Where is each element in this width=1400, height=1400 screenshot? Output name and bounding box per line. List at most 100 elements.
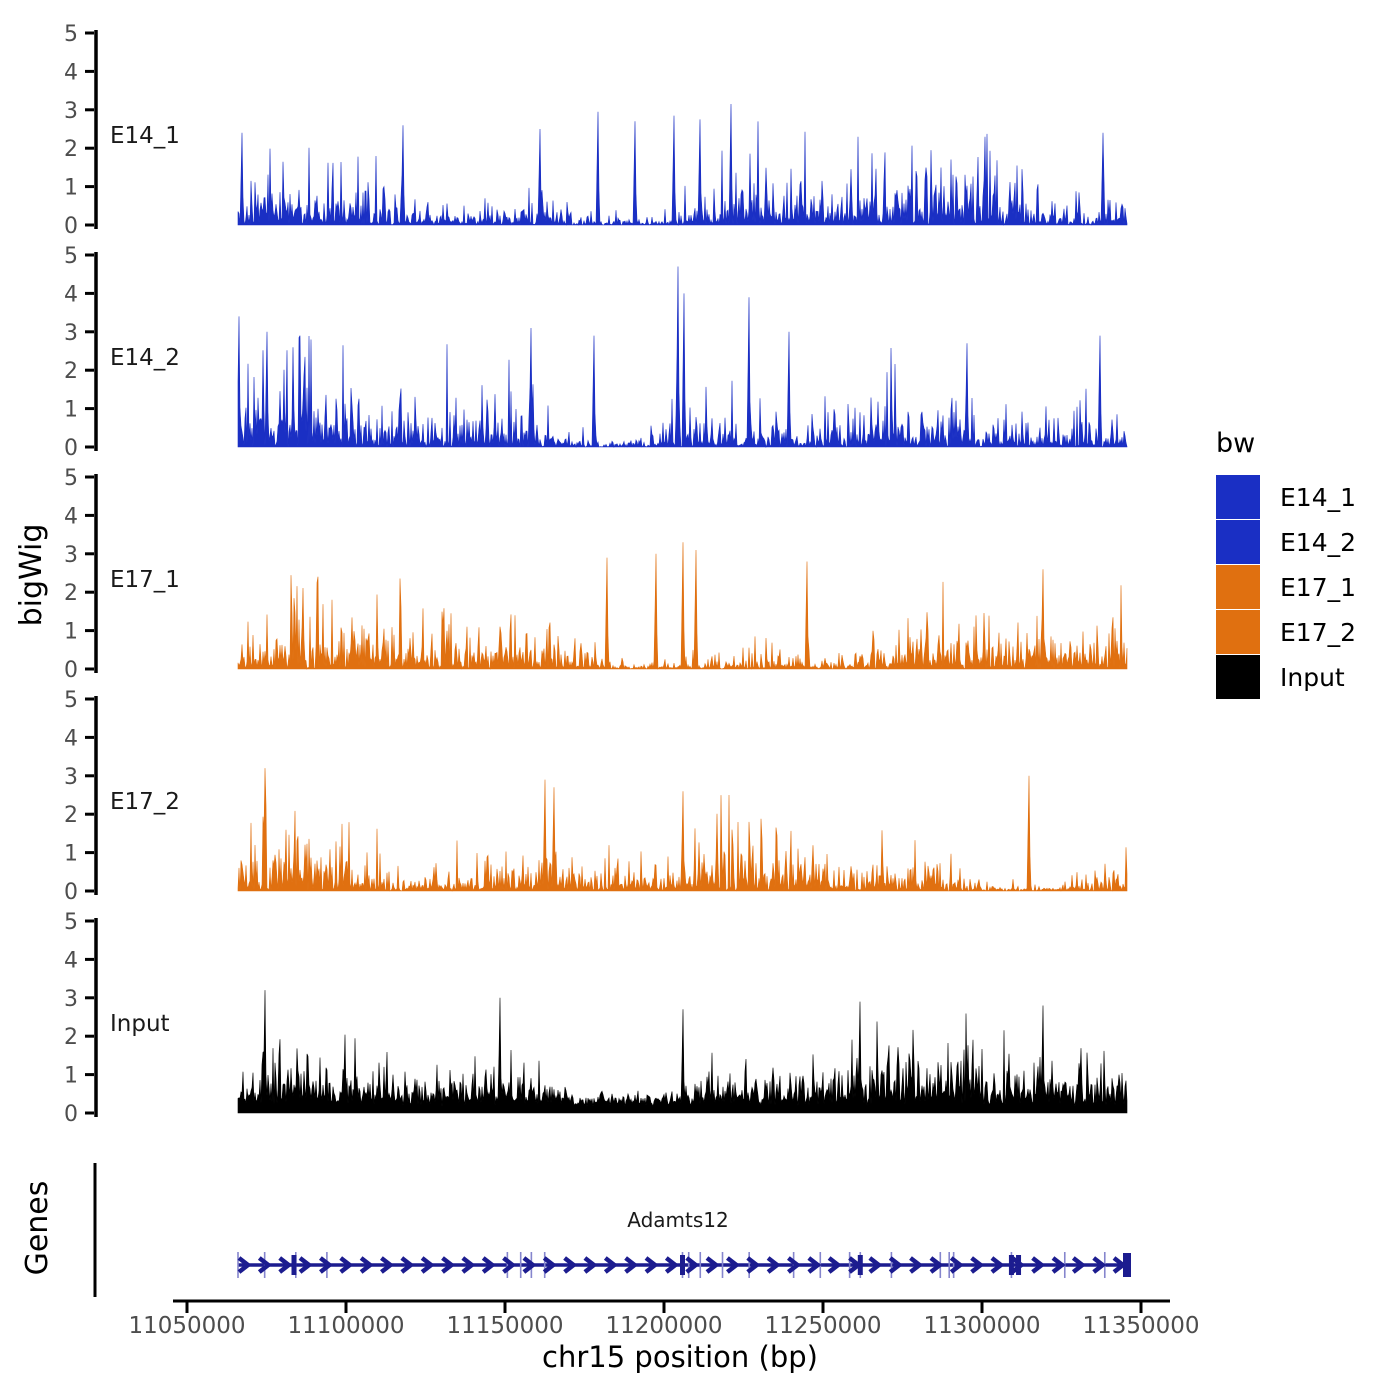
strand-arrow-icon [522, 1256, 537, 1274]
y-tick-label: 4 [64, 282, 78, 307]
legend-item-label: E17_1 [1280, 572, 1357, 602]
strand-arrow-icon [481, 1256, 496, 1274]
x-tick-label: 11300000 [923, 1313, 1040, 1339]
coverage-signal [237, 103, 1128, 226]
x-tick-label: 11050000 [128, 1313, 245, 1339]
x-tick-label: 11350000 [1082, 1313, 1199, 1339]
x-tick-label: 11200000 [605, 1313, 722, 1339]
legend-swatch-icon [1216, 475, 1260, 519]
strand-arrow-icon [970, 1256, 985, 1274]
strand-arrow-icon [868, 1256, 883, 1274]
track-label: Input [110, 1011, 170, 1037]
x-tick-label: 11100000 [287, 1313, 404, 1339]
y-tick-label: 3 [64, 99, 78, 124]
strand-arrow-icon [461, 1256, 476, 1274]
y-tick-label: 5 [64, 466, 78, 491]
coverage-signal [237, 768, 1128, 892]
strand-arrow-icon [380, 1256, 395, 1274]
strand-arrow-icon [1092, 1256, 1107, 1274]
legend: bw E14_1 E14_2 E17_1 E17_2 Input [1216, 428, 1356, 700]
track-label: E17_2 [110, 789, 180, 815]
strand-arrow-icon [949, 1256, 964, 1274]
legend-item: E14_2 [1216, 520, 1356, 564]
strand-arrow-icon [827, 1256, 842, 1274]
x-tick-label: 11250000 [764, 1313, 881, 1339]
legend-item-label: E14_2 [1280, 527, 1357, 557]
y-tick-label: 0 [64, 880, 78, 905]
strand-arrow-icon [319, 1256, 334, 1274]
legend-swatch-icon [1216, 565, 1260, 609]
strand-arrow-icon [1031, 1256, 1046, 1274]
strand-arrow-icon [766, 1256, 781, 1274]
coverage-signal [237, 990, 1128, 1114]
strand-arrow-icon [664, 1256, 679, 1274]
track-label: E17_1 [110, 567, 180, 593]
y-tick-label: 4 [64, 948, 78, 973]
strand-arrow-icon [441, 1256, 456, 1274]
legend-swatch-icon [1216, 610, 1260, 654]
track-label: E14_2 [110, 345, 180, 371]
legend-item: E14_1 [1216, 475, 1356, 519]
strand-arrow-icon [624, 1256, 639, 1274]
legend-item: E17_2 [1216, 610, 1356, 654]
strand-arrow-icon [257, 1256, 272, 1274]
track-Input: 0 1 2 3 4 5 Input [64, 910, 1128, 1127]
y-tick-label: 1 [64, 176, 78, 201]
y-tick-label: 2 [64, 581, 78, 606]
strand-arrow-icon [888, 1256, 903, 1274]
legend-swatch-icon [1216, 655, 1260, 699]
x-tick-label: 11150000 [446, 1313, 563, 1339]
track-label: E14_1 [110, 123, 180, 149]
y-tick-label: 1 [64, 1064, 78, 1089]
y-tick-label: 2 [64, 137, 78, 162]
track-E14_2: 0 1 2 3 4 5 E14_2 [64, 244, 1128, 461]
legend-swatch-icon [1216, 520, 1260, 564]
strand-arrow-icon [583, 1256, 598, 1274]
strand-arrow-icon [542, 1256, 557, 1274]
strand-arrow-icon [685, 1256, 700, 1274]
strand-arrow-icon [339, 1256, 354, 1274]
y-tick-label: 5 [64, 910, 78, 935]
strand-arrow-icon [298, 1256, 313, 1274]
strand-arrow-icon [400, 1256, 415, 1274]
track-E17_2: 0 1 2 3 4 5 E17_2 [64, 688, 1128, 905]
track-E17_1: 0 1 2 3 4 5 E17_1 [64, 466, 1128, 683]
strand-arrow-icon [909, 1256, 924, 1274]
coverage-signal [237, 542, 1128, 670]
y-tick-label: 3 [64, 543, 78, 568]
strand-arrow-icon [278, 1256, 293, 1274]
y-tick-label: 4 [64, 60, 78, 85]
y-tick-label: 4 [64, 504, 78, 529]
strand-arrow-icon [807, 1256, 822, 1274]
x-axis-title: chr15 position (bp) [542, 1340, 818, 1374]
y-tick-label: 2 [64, 359, 78, 384]
x-axis: 11050000 11100000 11150000 11200000 11250000… [128, 1299, 1200, 1339]
y-tick-label: 0 [64, 1102, 78, 1127]
legend-item: Input [1216, 655, 1356, 699]
genes-track: Adamts12 [93, 1163, 1131, 1297]
coverage-signal [237, 266, 1128, 449]
gene-name-label: Adamts12 [627, 1208, 728, 1232]
strand-arrow-icon [420, 1256, 435, 1274]
y-tick-label: 0 [64, 214, 78, 239]
y-tick-label: 1 [64, 398, 78, 423]
legend-item: E17_1 [1216, 565, 1356, 609]
legend-item-label: Input [1280, 662, 1345, 692]
y-tick-label: 5 [64, 244, 78, 269]
strand-arrow-icon [1010, 1256, 1025, 1274]
strand-arrow-icon [644, 1256, 659, 1274]
legend-title: bw [1216, 428, 1256, 459]
y-tick-label: 1 [64, 842, 78, 867]
strand-arrow-icon [563, 1256, 578, 1274]
strand-arrow-icon [726, 1256, 741, 1274]
strand-arrow-icon [705, 1256, 720, 1274]
genes-axis-title: Genes [20, 1180, 55, 1276]
strand-arrow-icon [603, 1256, 618, 1274]
strand-arrow-icon [359, 1256, 374, 1274]
strand-arrow-icon [787, 1256, 802, 1274]
legend-item-label: E17_2 [1280, 617, 1357, 647]
strand-arrow-icon [1051, 1256, 1066, 1274]
strand-arrow-icon [1071, 1256, 1086, 1274]
y-tick-label: 0 [64, 658, 78, 683]
